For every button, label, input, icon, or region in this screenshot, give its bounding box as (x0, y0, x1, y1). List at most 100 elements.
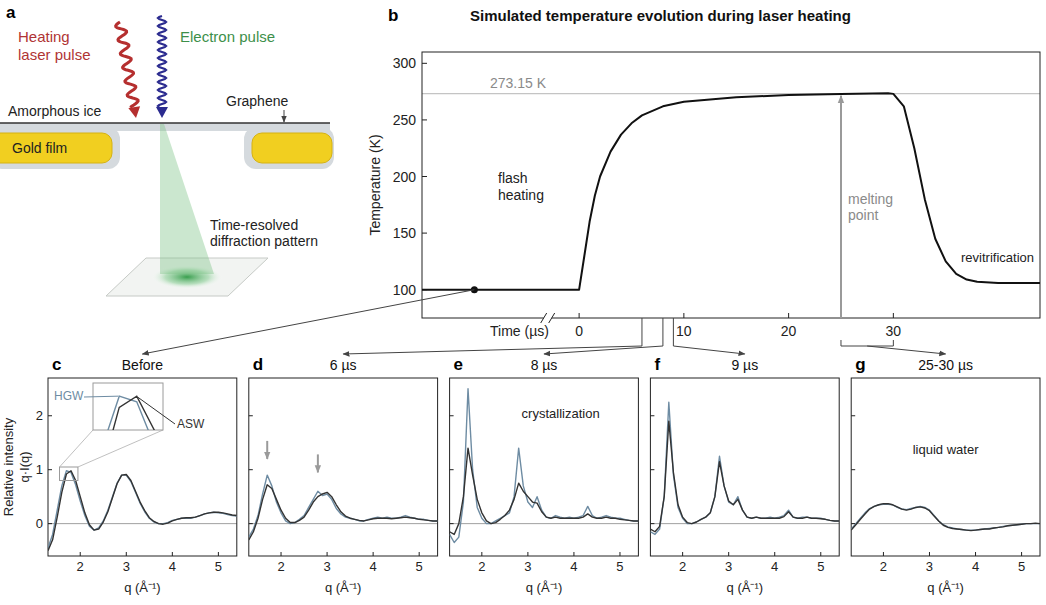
annotation-line: flash (498, 170, 528, 186)
x-tick-label: 4 (169, 559, 176, 574)
zoom-box (60, 467, 78, 480)
pointer (284, 110, 285, 122)
annotation-line: heating (498, 187, 544, 203)
x-axis-title: q (Å⁻¹) (927, 580, 964, 595)
peak-arrow (266, 441, 268, 459)
plot-frame (851, 378, 1040, 556)
figure: aHeatinglaser pulseElectron pulseAmorpho… (0, 0, 1046, 605)
annotation-line: melting (848, 191, 893, 207)
y-axis-title: Temperature (K) (367, 134, 383, 235)
panel-title: 6 µs (330, 357, 357, 373)
plot-frame (422, 52, 1040, 318)
title: Simulated temperature evolution during l… (470, 7, 851, 24)
label: Gold film (12, 140, 67, 156)
x-tick-label: 2 (478, 559, 485, 574)
x-axis-title: Time (µs) (490, 323, 549, 339)
annotation: revitrification (961, 250, 1034, 265)
y-tick (48, 469, 52, 470)
intensity-curve (249, 485, 438, 540)
intensity-curve (450, 389, 639, 543)
y-tick (249, 523, 253, 524)
x-tick-label: 2 (277, 559, 284, 574)
plot-frame (450, 378, 639, 556)
reference-line (422, 93, 1040, 94)
x-tick-label: 5 (616, 559, 623, 574)
y-tick (422, 233, 427, 234)
x-tick-label: 2 (77, 559, 84, 574)
plot-area (249, 475, 438, 540)
y-tick (249, 415, 253, 416)
electron-pulse-head (156, 107, 168, 118)
y-tick-label: 200 (393, 169, 417, 185)
x-tick (893, 313, 894, 318)
x-tick-label: 3 (725, 559, 732, 574)
snapshot-link (867, 346, 945, 354)
temperature-curve (422, 93, 1040, 289)
snapshot-link (142, 290, 474, 354)
y-tick-label: 0 (36, 516, 43, 531)
panel-letter: e (454, 355, 463, 374)
plot-area (650, 402, 839, 534)
annotation-line: point (848, 207, 878, 223)
snapshot-link (673, 318, 744, 354)
intensity-curve (650, 421, 839, 532)
y-axis-title: Relative intensity (1, 417, 16, 516)
x-tick-label: 2 (679, 559, 686, 574)
plot-area (851, 504, 1040, 531)
x-tick (218, 552, 219, 556)
x-tick (172, 552, 173, 556)
panel-letter: d (253, 355, 263, 374)
x-tick (682, 552, 683, 556)
x-tick-label: 0 (575, 323, 583, 339)
melting-arrow (840, 96, 842, 318)
x-tick-label: 2 (880, 559, 887, 574)
zoom-link (60, 430, 93, 467)
axis-break-mark (549, 313, 555, 323)
intensity-curve (249, 475, 438, 537)
x-tick-label: 5 (1018, 559, 1025, 574)
y-tick (422, 176, 427, 177)
label: Amorphous ice (8, 103, 102, 119)
panel-title: 25-30 µs (918, 357, 973, 373)
y-tick (422, 63, 427, 64)
x-tick (527, 552, 528, 556)
panel-title: 8 µs (531, 357, 558, 373)
x-tick (419, 552, 420, 556)
panel-title: 9 µs (731, 357, 758, 373)
gold-film (252, 133, 332, 163)
x-tick (728, 552, 729, 556)
snapshot-link (343, 318, 642, 354)
zoom-link (78, 430, 163, 467)
x-tick-label: 30 (886, 323, 902, 339)
plot-area (422, 93, 1040, 289)
label: laser pulse (18, 46, 91, 63)
inset-area (93, 396, 163, 430)
x-tick-label: 4 (370, 559, 377, 574)
ice-coating (244, 127, 334, 169)
x-tick (683, 313, 684, 318)
x-axis-title: q (Å⁻¹) (325, 580, 362, 595)
x-tick-label: 4 (570, 559, 577, 574)
x-tick-label: 4 (972, 559, 979, 574)
y-tick (450, 523, 454, 524)
peak-arrow (317, 454, 319, 472)
y-tick (650, 469, 654, 470)
y-tick-label: 1 (36, 462, 43, 477)
y-tick-label: 250 (393, 112, 417, 128)
intensity-curve (450, 448, 639, 534)
annotation: liquid water (913, 442, 979, 457)
diffracted-beam (160, 124, 214, 274)
x-tick (579, 313, 580, 318)
annotation: flashheating (498, 170, 544, 203)
zero-line (249, 523, 438, 524)
heating-laser-pulse-head (128, 106, 140, 118)
x-tick (619, 552, 620, 556)
y-tick-label: 150 (393, 225, 417, 241)
x-tick-label: 5 (416, 559, 423, 574)
x-tick (327, 552, 328, 556)
snapshot-bracket (841, 340, 893, 346)
y-tick (851, 469, 855, 470)
x-tick-label: 10 (676, 323, 692, 339)
x-tick (883, 552, 884, 556)
legend-pointer (138, 397, 175, 424)
